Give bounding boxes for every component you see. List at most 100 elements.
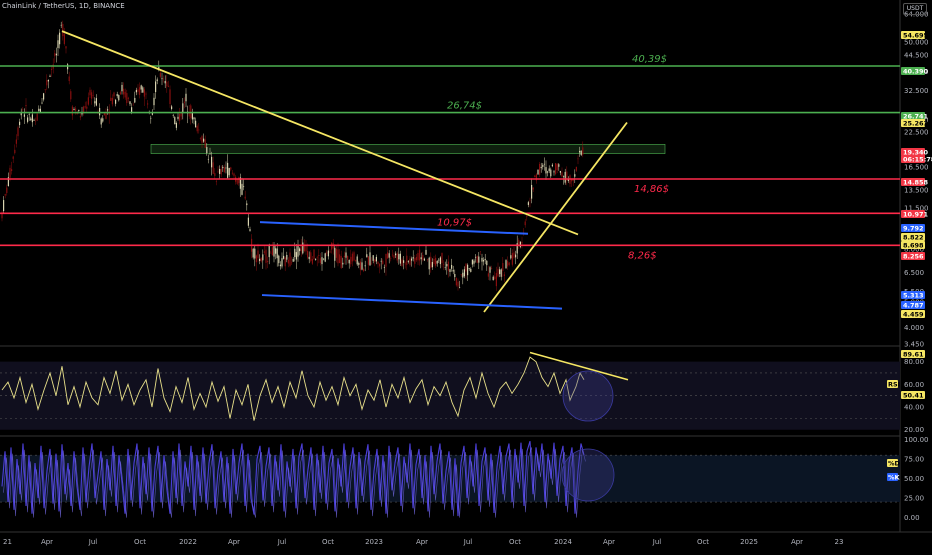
candle-body (518, 240, 520, 245)
stoch-tick-label: 50.00 (904, 475, 924, 483)
candle-body (169, 89, 171, 105)
candle-body (492, 276, 494, 281)
price-tag (901, 310, 925, 318)
candle-body (559, 170, 561, 173)
candle-body (281, 258, 283, 267)
candle-body (121, 84, 123, 92)
candle-body (94, 101, 96, 104)
candle-body (382, 260, 384, 265)
candle-body (17, 127, 19, 137)
candle-body (383, 267, 385, 268)
candle-body (331, 242, 333, 250)
candle-body (491, 268, 493, 269)
candle-body (329, 251, 331, 253)
candle-body (337, 249, 339, 264)
candle-body (561, 172, 563, 177)
candle-body (220, 168, 222, 175)
rsi-value-tag-label: 50.41 (903, 392, 924, 400)
candle-body (534, 175, 536, 178)
candle-body (137, 89, 139, 92)
candle-body (214, 173, 216, 176)
candle-body (287, 259, 289, 264)
candle-body (230, 167, 232, 170)
candle-body (420, 257, 422, 260)
candle-body (177, 116, 179, 119)
candle-body (163, 78, 165, 80)
stoch-d-badge (887, 459, 898, 467)
candle-body (260, 257, 262, 262)
candle-body (172, 115, 174, 116)
candle-body (486, 260, 488, 266)
candle-body (196, 126, 198, 132)
candle-body (327, 250, 329, 257)
candle-body (484, 258, 486, 260)
candle-body (315, 258, 317, 260)
candle-body (462, 272, 464, 278)
candle-body (396, 253, 398, 261)
candle-body (563, 175, 565, 177)
candle-body (428, 257, 430, 270)
candle-body (334, 247, 336, 261)
candle-body (161, 78, 163, 80)
candle-body (459, 287, 461, 288)
candle-body (118, 95, 120, 101)
candle-body (244, 196, 246, 199)
candle-body (174, 117, 176, 125)
candle-body (151, 112, 153, 115)
trendlines[interactable] (61, 30, 628, 313)
candle-body (407, 260, 409, 262)
candle-body (323, 258, 325, 260)
candle-body (30, 118, 32, 121)
level-label: 26,74$ (447, 101, 482, 112)
candle-body (343, 255, 345, 258)
candle-body (209, 153, 211, 155)
candle-body (198, 129, 200, 131)
currency-button[interactable]: USDT (903, 3, 927, 15)
candle-body (355, 259, 357, 261)
price-tick-label: 44.500 (904, 52, 929, 60)
candle-body (446, 264, 448, 267)
symbol-header: ChainLink / TetherUS, 1D, BINANCE (2, 2, 125, 10)
candle-body (270, 252, 272, 254)
candle-body (531, 184, 533, 199)
candle-body (228, 167, 230, 176)
horizontal-lines[interactable]: 40,39$ 26,74$ 14,86$ 10,97$ 8,26$ (0, 54, 900, 261)
candle-body (553, 171, 555, 173)
candle-body (356, 256, 358, 265)
time-tick-label: Oct (509, 538, 521, 546)
candle-body (399, 253, 401, 264)
candle-body (134, 97, 136, 103)
candle-body (291, 262, 293, 264)
price-tag (901, 178, 925, 186)
candle-body (113, 92, 115, 97)
candle-body (191, 112, 193, 120)
price-tick-label: 8.000 (904, 245, 924, 253)
candle-body (20, 113, 22, 116)
candle-body (478, 256, 480, 263)
candle-body (116, 94, 118, 97)
candle-body (299, 248, 301, 252)
candle-body (371, 263, 373, 265)
candle-body (159, 73, 161, 77)
rsi-pane (0, 351, 900, 422)
time-axis[interactable]: 21 Apr Jul Oct 2022 Apr Jul Oct 2023 Apr Jul Oct 202… (3, 538, 843, 546)
candle-body (19, 121, 21, 126)
candle-body (222, 166, 224, 169)
candle-body (36, 113, 38, 121)
time-tick-label: Apr (791, 538, 803, 546)
candle-body (246, 203, 248, 206)
candle-body (188, 112, 190, 117)
candle-body (487, 273, 489, 277)
candle-body (547, 171, 549, 173)
candle-body (351, 253, 353, 262)
candle-body (457, 281, 459, 287)
candle-body (580, 150, 582, 156)
candle-body (404, 263, 406, 265)
candle-body (127, 97, 129, 99)
candle-body (372, 255, 374, 261)
candle-body (95, 98, 97, 106)
candle-body (435, 257, 437, 266)
candle-body (390, 258, 392, 259)
